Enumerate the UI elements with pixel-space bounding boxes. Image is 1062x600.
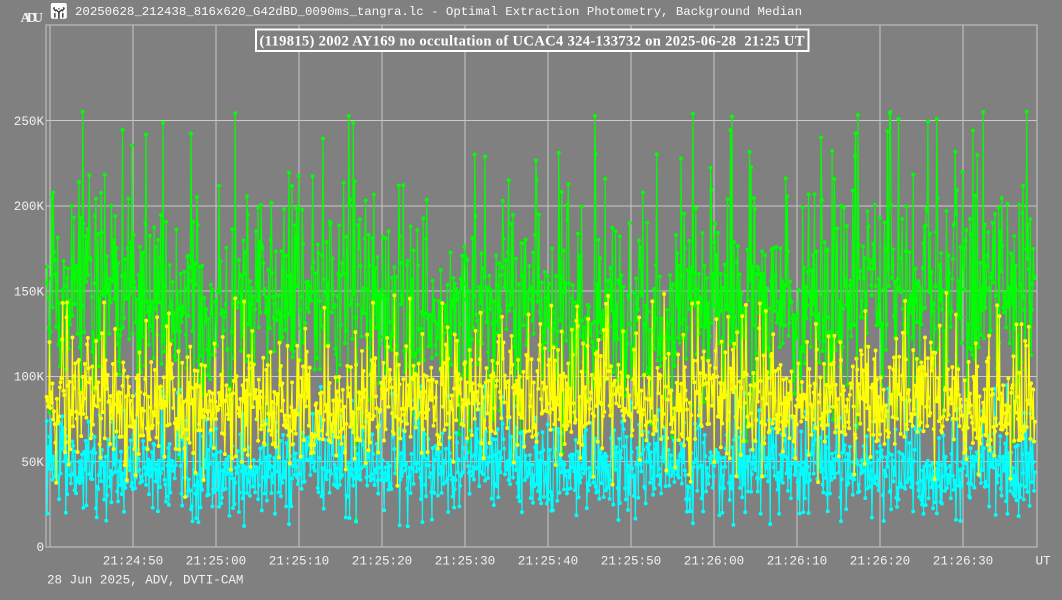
svg-text:21:26:30: 21:26:30	[933, 555, 993, 569]
svg-text:21:25:10: 21:25:10	[269, 555, 329, 569]
svg-text:21:25:40: 21:25:40	[518, 555, 578, 569]
svg-text:UT: UT	[1035, 555, 1051, 569]
svg-text:21:25:00: 21:25:00	[186, 555, 246, 569]
svg-text:21:26:10: 21:26:10	[767, 555, 827, 569]
svg-text:28 Jun 2025, ADV, DVTI-CAM: 28 Jun 2025, ADV, DVTI-CAM	[47, 574, 244, 588]
svg-text:ADU: ADU	[21, 11, 44, 26]
svg-text:21:24:50: 21:24:50	[103, 555, 163, 569]
svg-text:200K: 200K	[14, 200, 45, 214]
svg-text:50K: 50K	[21, 456, 44, 470]
svg-text:150K: 150K	[14, 285, 45, 299]
svg-text:100K: 100K	[14, 371, 45, 385]
svg-text:21:25:50: 21:25:50	[601, 555, 661, 569]
svg-text:0: 0	[36, 541, 44, 555]
svg-text:21:25:30: 21:25:30	[435, 555, 495, 569]
svg-text:250K: 250K	[14, 115, 45, 129]
svg-text:21:26:00: 21:26:00	[684, 555, 744, 569]
svg-text:21:26:20: 21:26:20	[850, 555, 910, 569]
svg-text:(119815) 2002 AY169 no occulta: (119815) 2002 AY169 no occultation of UC…	[260, 34, 805, 50]
svg-text:21:25:20: 21:25:20	[352, 555, 412, 569]
svg-text:20250628_212438_816x620_G42dBD: 20250628_212438_816x620_G42dBD_0090ms_ta…	[75, 5, 802, 19]
